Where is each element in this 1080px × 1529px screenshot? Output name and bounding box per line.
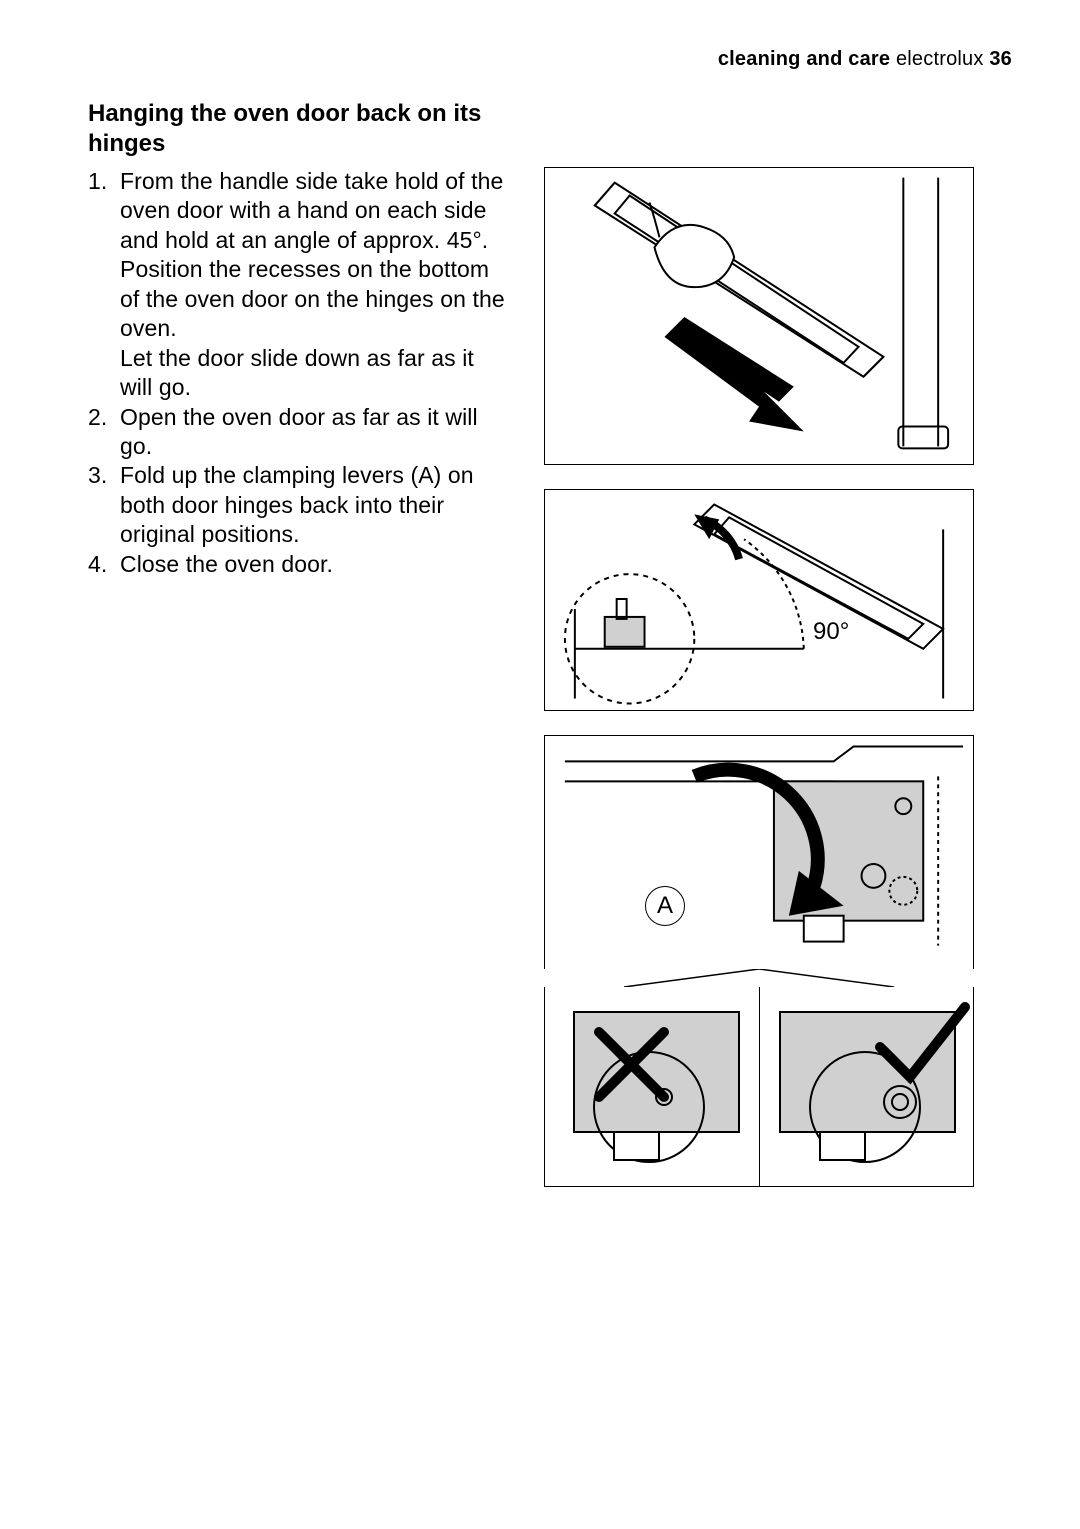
- step-2-text: Open the oven door as far as it will go.: [120, 404, 478, 459]
- step-2: Open the oven door as far as it will go.: [88, 403, 508, 462]
- figure-3a-svg: [545, 736, 973, 970]
- callout-label-a: A: [645, 886, 685, 926]
- page-header: cleaning and care electrolux 36: [88, 48, 1012, 71]
- angle-label-90: 90°: [813, 618, 849, 646]
- steps-column: From the handle side take hold of the ov…: [88, 167, 508, 579]
- figure-3-wrong: [544, 987, 759, 1187]
- figures-column: 90°: [544, 167, 1012, 1187]
- header-section: cleaning and care: [718, 48, 890, 70]
- step-4: Close the oven door.: [88, 550, 508, 579]
- step-1-text: From the handle side take hold of the ov…: [120, 168, 505, 341]
- figure-2-svg: [545, 489, 973, 711]
- step-1-text2: Let the door slide down as far as it wil…: [120, 345, 474, 400]
- figure-3-leader: [544, 969, 974, 987]
- header-page-number: 36: [989, 48, 1012, 70]
- figure-1-svg: [545, 167, 973, 465]
- section-title: Hanging the oven door back on its hinges: [88, 99, 528, 159]
- step-3-text: Fold up the clamping levers (A) on both …: [120, 462, 474, 547]
- step-3: Fold up the clamping levers (A) on both …: [88, 461, 508, 549]
- step-4-text: Close the oven door.: [120, 551, 333, 577]
- figure-3-correct: [759, 987, 975, 1187]
- figure-step-1: [544, 167, 974, 465]
- step-1: From the handle side take hold of the ov…: [88, 167, 508, 403]
- figure-step-2: 90°: [544, 489, 974, 711]
- header-brand: electrolux: [896, 48, 984, 70]
- figure-step-3: A: [544, 735, 974, 1187]
